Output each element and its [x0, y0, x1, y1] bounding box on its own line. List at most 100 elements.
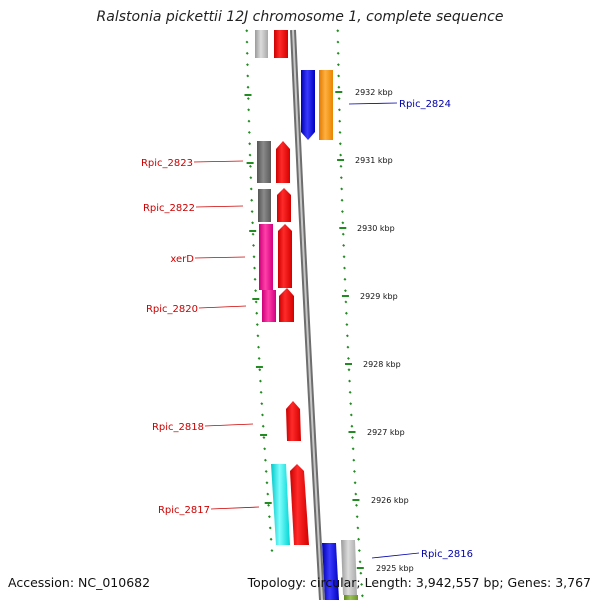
- ruler-dot: [255, 311, 259, 315]
- ruler-dot: [350, 424, 354, 428]
- ruler-dot: [246, 74, 250, 78]
- ruler-dot: [251, 221, 255, 225]
- ruler-dot: [260, 402, 264, 406]
- ruler-dot: [339, 164, 343, 168]
- ruler-dot: [253, 266, 256, 270]
- ruler-dot: [339, 176, 343, 180]
- ruler-dot: [251, 232, 255, 236]
- gene-bottom-olive: [344, 595, 358, 600]
- ruler-dot: [353, 481, 357, 485]
- right-leader-lines: [348, 102, 420, 559]
- ruler-dot: [337, 108, 341, 112]
- ruler-dot: [336, 40, 340, 44]
- ruler-ticks: [244, 29, 364, 598]
- ruler-dot: [337, 97, 341, 101]
- kbp-label-2925: 2925 kbp: [376, 564, 414, 573]
- ruler-dot: [267, 503, 271, 507]
- ruler-dot: [340, 198, 344, 202]
- ruler-dot: [336, 51, 340, 55]
- map-title: Ralstonia pickettii 12J chromosome 1, co…: [96, 9, 504, 25]
- gene-top-red: [274, 30, 288, 58]
- ruler-dot: [349, 413, 353, 417]
- ruler-dot: [247, 130, 251, 134]
- ruler-dot: [248, 142, 252, 146]
- ruler-dot: [266, 492, 270, 496]
- kbp-label-2928: 2928 kbp: [363, 360, 401, 369]
- gene-rpic-2824-orange: [319, 70, 333, 140]
- gene-rpic-2823-gray: [257, 141, 271, 183]
- ruler-dot: [345, 334, 349, 338]
- ruler-dot: [360, 582, 364, 586]
- ruler-dot: [254, 300, 258, 304]
- ruler-dot: [253, 277, 257, 281]
- ruler-dot: [268, 526, 272, 530]
- ruler-dot: [337, 85, 341, 89]
- ruler-dot: [345, 323, 349, 327]
- gene-rpic-2816-lgray: [341, 540, 357, 595]
- ruler-dot: [247, 119, 251, 123]
- ruler-dot: [246, 85, 250, 89]
- gene-rpic-2822: [277, 188, 291, 222]
- accession-text: Accession: NC_010682: [8, 575, 151, 590]
- ruler-dot: [338, 119, 342, 123]
- gene-top-gray: [255, 30, 268, 58]
- gene-rpic-2820: [279, 288, 294, 322]
- ruler-dot: [257, 356, 261, 360]
- gene-rpic-2822-gray: [258, 189, 271, 222]
- ruler-dot: [249, 187, 253, 191]
- ruler-dot: [354, 492, 358, 496]
- gene-label-rpic-2824: Rpic_2824: [399, 99, 451, 110]
- dna-backbone-highlight: [292, 29, 323, 600]
- gene-label-xerd: xerD: [170, 254, 194, 265]
- ruler-dot: [343, 277, 347, 281]
- ruler-dot: [245, 29, 249, 33]
- ruler-dot: [248, 153, 252, 157]
- ruler-dot: [357, 549, 361, 553]
- ruler-dot: [256, 334, 260, 338]
- ruler-dot: [347, 368, 351, 372]
- ruler-dot: [336, 29, 340, 33]
- ruler-dot: [246, 63, 249, 67]
- ruler-dot: [263, 447, 267, 451]
- ruler-dot: [245, 51, 249, 55]
- ruler-dot: [257, 345, 260, 349]
- ruler-dot: [359, 571, 363, 575]
- ruler-dot: [246, 97, 250, 101]
- ruler-dot: [340, 187, 344, 191]
- gene-label-rpic-2816: Rpic_2816: [421, 549, 473, 560]
- ruler-dot: [247, 108, 251, 112]
- ruler-dot: [263, 458, 267, 462]
- gene-rpic-2817-cyan: [271, 464, 290, 545]
- ruler-dot: [258, 379, 262, 383]
- kbp-label-2929: 2929 kbp: [360, 292, 398, 301]
- gene-xerd-pink: [259, 224, 273, 290]
- kbp-label-2930: 2930 kbp: [357, 224, 395, 233]
- ruler-dot: [250, 198, 254, 202]
- left-leader-lines: [193, 160, 260, 510]
- ruler-dot: [258, 368, 262, 372]
- kbp-label-2926: 2926 kbp: [371, 496, 409, 505]
- ruler-dot: [265, 481, 269, 485]
- ruler-dot: [252, 243, 255, 247]
- ruler-dot: [245, 40, 249, 44]
- ruler-dot: [341, 221, 345, 225]
- ruler-dot: [342, 255, 346, 259]
- ruler-dot: [344, 300, 348, 304]
- ruler-dot: [342, 243, 346, 247]
- ruler-dot: [352, 469, 356, 473]
- ruler-dot: [357, 537, 361, 541]
- ruler-dot: [358, 560, 362, 564]
- ruler-dot: [356, 526, 360, 530]
- ruler-dot: [250, 210, 254, 214]
- kbp-label-2927: 2927 kbp: [367, 428, 405, 437]
- topology-text: Topology: circular; Length: 3,942,557 bp…: [247, 575, 591, 590]
- gene-label-rpic-2820: Rpic_2820: [146, 304, 198, 315]
- ruler-dot: [338, 142, 342, 146]
- ruler-dot: [261, 424, 265, 428]
- ruler-dot: [348, 390, 352, 394]
- ruler-dot: [269, 537, 273, 541]
- gene-label-rpic-2818: Rpic_2818: [152, 422, 204, 433]
- ruler-dot: [254, 289, 258, 293]
- ruler-dot: [346, 345, 350, 349]
